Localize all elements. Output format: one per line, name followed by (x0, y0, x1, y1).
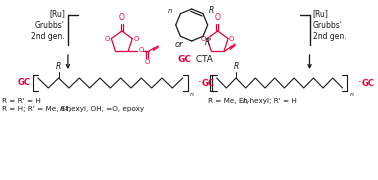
Text: GC: GC (202, 78, 215, 87)
Text: O: O (133, 36, 139, 42)
Text: R': R' (204, 38, 212, 47)
Text: ·: · (358, 76, 361, 89)
Text: O: O (229, 36, 234, 42)
Text: n: n (190, 92, 194, 97)
Text: R: R (233, 62, 239, 71)
Text: O: O (138, 47, 144, 53)
Text: or: or (174, 39, 183, 48)
Text: GC: GC (18, 78, 31, 87)
Text: O: O (119, 13, 124, 22)
Text: O: O (105, 36, 110, 42)
Text: n: n (60, 106, 65, 112)
Text: R = Me, Et,: R = Me, Et, (208, 98, 251, 104)
Text: CTA: CTA (193, 55, 212, 64)
Text: n: n (243, 98, 247, 104)
Text: [Ru]
Grubbs'
2nd gen.: [Ru] Grubbs' 2nd gen. (31, 9, 65, 41)
Text: R = R' = H: R = R' = H (2, 98, 41, 104)
Text: R: R (209, 6, 214, 15)
Text: O: O (215, 13, 220, 22)
Text: -hexyl; R' = H: -hexyl; R' = H (246, 98, 296, 104)
Text: R: R (56, 62, 61, 71)
Text: n: n (168, 8, 173, 14)
Text: GC: GC (361, 78, 375, 87)
Text: O: O (201, 36, 206, 42)
Text: -hexyl, OH, =O, epoxy: -hexyl, OH, =O, epoxy (64, 106, 144, 112)
Text: [Ru]
Grubbs'
2nd gen.: [Ru] Grubbs' 2nd gen. (313, 9, 346, 41)
Text: ·: · (32, 73, 36, 86)
Text: R = H; R' = Me, Et,: R = H; R' = Me, Et, (2, 106, 73, 112)
Text: ·: · (198, 76, 201, 89)
Text: n: n (349, 92, 353, 97)
Text: GC: GC (178, 55, 192, 64)
Text: O: O (144, 59, 150, 65)
